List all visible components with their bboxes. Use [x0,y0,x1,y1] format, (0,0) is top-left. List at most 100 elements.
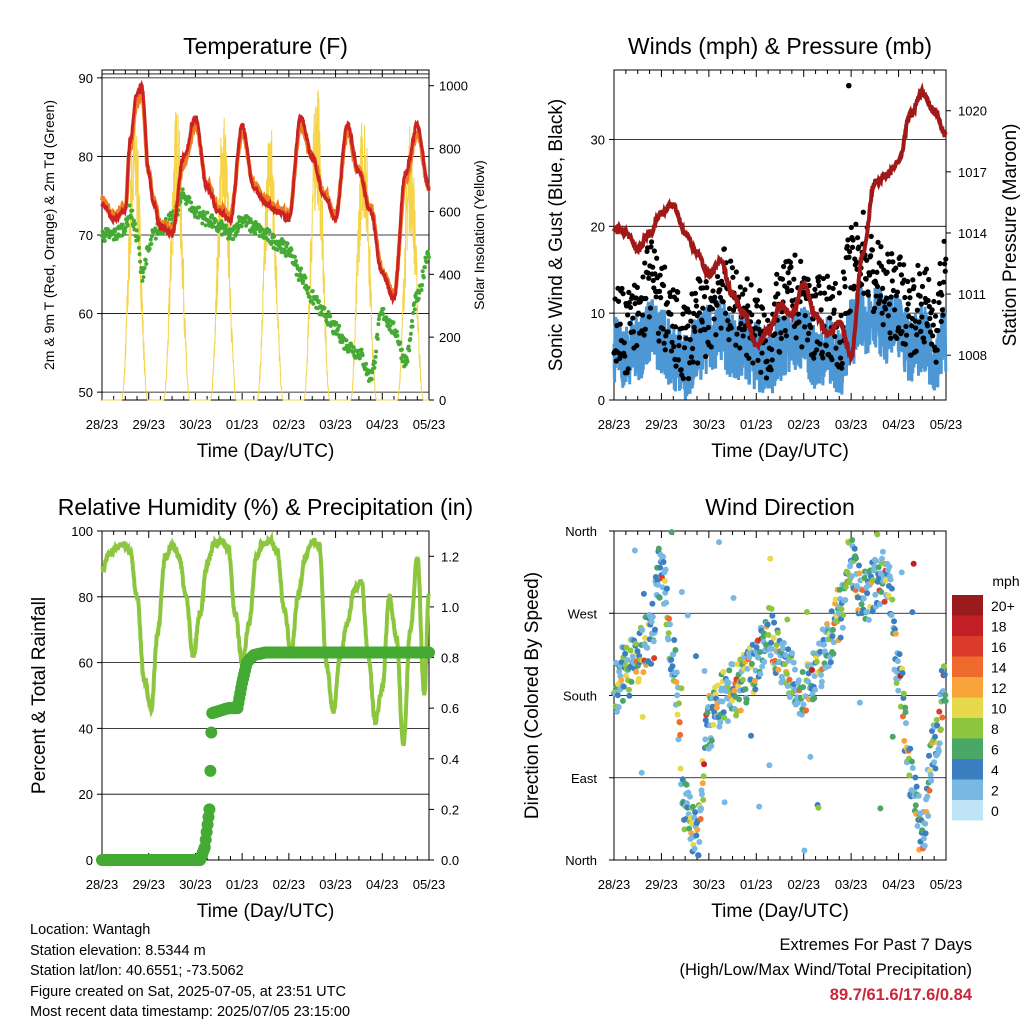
gust-point [816,274,823,280]
gust-point [708,344,714,350]
direction-point [616,668,623,675]
gust-point [627,320,633,327]
dewpoint-point [180,187,185,192]
rain-point [203,803,216,816]
y-tick-label: West [568,606,598,621]
direction-point [851,545,858,552]
gust-point [943,256,949,262]
gust-point [918,328,924,334]
direction-point [902,720,909,727]
y-right-tick-label: 800 [439,142,461,157]
gust-point [814,347,820,353]
gust-point [788,264,794,270]
gust-point [816,282,822,289]
direction-point [893,679,900,686]
direction-point [818,671,825,678]
dewpoint-point [374,349,379,354]
x-tick-label: 29/23 [645,877,678,892]
direction-point [939,714,946,721]
dewpoint-point [334,320,339,325]
direction-point [828,608,835,615]
direction-point [683,800,690,807]
direction-point [886,563,893,570]
gust-point [832,333,838,340]
dewpoint-point [272,234,277,239]
gust-point [894,289,901,295]
direction-point [695,852,702,859]
gust-point [826,284,832,290]
dewpoint-point [369,377,374,382]
direction-point [639,713,646,720]
gust-point [824,273,831,279]
gust-point [775,291,781,297]
gust-point [932,313,939,319]
gust-point [633,295,639,301]
gust-point [675,289,681,295]
gust-point [769,357,775,363]
gust-point [690,359,696,365]
direction-point [925,812,932,819]
direction-point [628,678,635,685]
dewpoint-point [419,288,424,293]
chart-title: Relative Humidity (%) & Precipitation (i… [58,494,473,520]
direction-point [902,709,909,716]
y-axis-title: 2m & 9m T (Red, Orange) & 2m Td (Green) [41,100,57,370]
gust-point [921,335,927,341]
gust-point [700,305,706,311]
legend-label: 0 [991,803,999,819]
direction-point [759,663,766,670]
gust-point [718,325,724,331]
direction-point [842,596,849,603]
direction-point [801,847,808,854]
direction-point [614,692,621,699]
panel-temperature: Temperature (F) Time (Day/UTC) 28/23 29/23 3… [41,33,487,462]
gust-point [740,291,746,297]
gust-point [617,321,623,327]
gust-point [687,337,693,343]
direction-point [920,835,927,842]
direction-point [813,658,820,665]
direction-point [924,793,931,800]
gust-point [683,335,689,342]
gust-point [656,288,663,294]
direction-point [901,737,908,744]
x-tick-label: 30/23 [179,417,212,432]
gust-point [804,337,811,343]
direction-point [900,695,907,702]
gust-point [813,291,819,298]
gust-point [921,339,927,345]
gust-point [910,277,916,283]
direction-point [849,536,856,543]
gust-point [815,278,821,284]
gust-point [806,330,812,337]
y-tick-label: 0 [598,393,605,408]
gust-point [788,287,795,294]
legend-label: 14 [991,660,1007,676]
dewpoint-point [201,209,206,214]
direction-point [836,586,843,593]
gust-point [653,294,659,300]
dewpoint-point [142,265,147,270]
direction-point [666,615,673,622]
gust-point [703,353,709,360]
y-tick-label: 60 [79,307,93,322]
direction-point [888,612,895,619]
direction-point [881,598,888,605]
direction-point [934,722,941,729]
y-tick-label: 60 [79,656,93,671]
direction-point [889,596,896,603]
dewpoint-point [120,222,125,227]
y-right-tick-label: 0.6 [441,701,459,716]
direction-point [799,669,806,676]
direction-point [872,591,879,598]
gust-point [662,347,668,353]
location-text: Location: Wantagh [30,922,151,938]
direction-point [942,692,949,699]
gust-point [866,272,873,278]
gust-point [720,282,726,288]
dewpoint-point [149,241,154,246]
gust-point [639,312,646,318]
direction-point [742,686,749,693]
gust-point [842,284,848,290]
direction-point [933,716,940,723]
